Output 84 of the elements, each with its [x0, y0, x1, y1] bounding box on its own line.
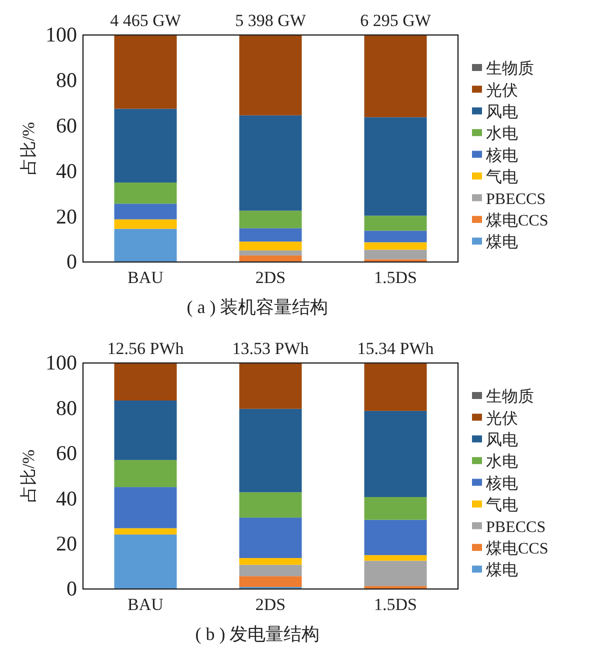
legend-label: 水电 — [486, 124, 518, 143]
annotation: 15.34 PWh — [357, 339, 434, 358]
x-tick-label: 2DS — [255, 595, 286, 614]
legend-label: 煤电 — [486, 561, 518, 580]
text: ( a ) 装机容量结构 — [186, 297, 328, 317]
legend-label: 光伏 — [486, 81, 518, 100]
bar — [114, 400, 177, 460]
y-tick-label: 100 — [46, 350, 77, 375]
bar — [364, 410, 427, 498]
y-tick-label: 60 — [56, 114, 77, 138]
x-tick-label: 1.5DS — [374, 595, 417, 614]
annotation: 13.53 PWh — [232, 339, 310, 358]
legend-label: 光伏 — [486, 409, 518, 428]
bar — [239, 35, 302, 116]
legend-label: 水电 — [486, 452, 518, 471]
legend-label: 核电 — [485, 146, 518, 164]
bar — [114, 219, 177, 229]
legend-label: 核电 — [485, 474, 518, 492]
bar — [114, 460, 177, 488]
annotation: 6 295 GW — [360, 11, 432, 30]
annotation: 5 398 GW — [235, 11, 307, 30]
bar — [114, 363, 177, 401]
bar — [239, 255, 302, 262]
bar — [239, 242, 302, 250]
bar — [114, 204, 177, 220]
bar — [239, 363, 302, 409]
x-tick-label: BAU — [128, 595, 164, 614]
legend-label: PBECCS — [486, 518, 546, 536]
y-tick-label: 40 — [56, 486, 77, 510]
bar — [364, 363, 427, 411]
legend-label: 气电 — [486, 496, 518, 514]
x-tick-label: 1.5DS — [374, 268, 417, 288]
bar — [364, 560, 427, 586]
y-tick-label: 20 — [56, 204, 77, 228]
text: ( b ) 发电量结构 — [195, 624, 320, 644]
bar — [364, 230, 427, 242]
bar — [364, 497, 427, 520]
bar — [114, 228, 177, 262]
y-tick-label: 100 — [46, 22, 77, 47]
bar — [114, 182, 177, 204]
bar — [364, 216, 427, 231]
y-tick-label: 80 — [56, 68, 77, 92]
y-tick-label: 20 — [56, 532, 77, 556]
bar — [239, 576, 302, 587]
legend-label: PBECCS — [486, 190, 546, 208]
bar — [239, 115, 302, 211]
legend-label: 煤电CCS — [486, 212, 548, 230]
bar — [239, 250, 302, 256]
y-axis-title: 占比/% — [19, 450, 38, 502]
bar — [364, 117, 427, 216]
legend-label: 气电 — [486, 168, 518, 186]
bar — [114, 534, 177, 589]
bar — [239, 210, 302, 228]
y-tick-label: 0 — [66, 576, 77, 601]
bar — [114, 487, 177, 528]
x-tick-label: 2DS — [255, 268, 286, 288]
y-tick-label: 80 — [56, 396, 77, 420]
bar — [364, 35, 427, 118]
bar — [239, 408, 302, 492]
x-tick-label: BAU — [128, 268, 164, 288]
legend-label: 煤电 — [486, 233, 518, 252]
legend-label: 煤电CCS — [486, 540, 548, 558]
bar — [239, 558, 302, 565]
legend-label: 生物质 — [486, 60, 534, 78]
y-axis-title: 占比/% — [19, 122, 38, 175]
bar — [364, 250, 427, 260]
annotation: 12.56 PWh — [107, 339, 184, 358]
bar — [239, 518, 302, 558]
bar — [239, 564, 302, 576]
legend-label: 生物质 — [486, 388, 534, 406]
legend-label: 风电 — [486, 431, 518, 449]
legend-label: 风电 — [486, 103, 518, 121]
y-tick-label: 60 — [56, 441, 77, 466]
bar — [364, 555, 427, 561]
bar — [239, 228, 302, 242]
bar — [114, 528, 177, 535]
bar — [114, 35, 177, 109]
bar — [364, 520, 427, 556]
y-tick-label: 40 — [56, 158, 77, 183]
bar — [364, 242, 427, 250]
bar — [114, 108, 177, 183]
bar — [239, 492, 302, 518]
annotation: 4 465 GW — [110, 11, 182, 30]
y-tick-label: 0 — [66, 250, 77, 274]
